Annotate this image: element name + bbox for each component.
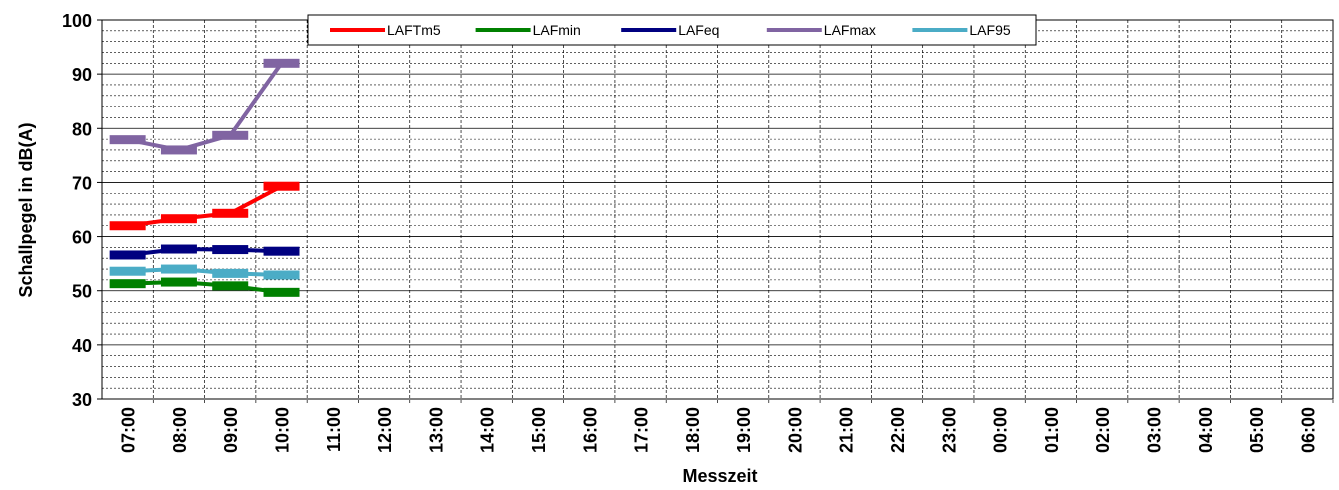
series-line — [127, 184, 283, 228]
data-marker — [212, 268, 249, 278]
data-marker — [263, 181, 300, 191]
y-tick-label: 70 — [72, 173, 92, 193]
x-tick-label: 04:00 — [1196, 407, 1216, 453]
x-tick-label: 19:00 — [734, 407, 754, 453]
data-marker — [109, 279, 146, 289]
series-line — [127, 280, 282, 295]
x-tick-label: 13:00 — [426, 407, 446, 453]
data-marker — [212, 245, 249, 255]
y-tick-label: 30 — [72, 390, 92, 410]
data-marker — [212, 208, 249, 218]
x-tick-label: 20:00 — [785, 407, 805, 453]
data-marker — [212, 281, 249, 291]
legend: LAFTm5 LAFmin LAFeq LAFmax LAF95 — [307, 14, 1037, 46]
data-marker — [263, 246, 300, 256]
x-tick-label: 06:00 — [1298, 407, 1318, 453]
x-tick-label: 01:00 — [1042, 407, 1062, 453]
data-marker — [263, 287, 300, 297]
x-tick-label: 03:00 — [1144, 407, 1164, 453]
legend-label: LAFeq — [678, 22, 719, 38]
data-marker — [263, 270, 300, 280]
x-tick-label: 17:00 — [632, 407, 652, 453]
x-tick-label: 15:00 — [529, 407, 549, 453]
data-marker — [263, 58, 300, 68]
x-tick-label: 05:00 — [1247, 407, 1267, 453]
x-tick-label: 09:00 — [221, 407, 241, 453]
y-tick-label: 40 — [72, 336, 92, 356]
series-line — [127, 62, 284, 152]
data-marker — [109, 221, 146, 231]
data-marker — [160, 214, 197, 224]
x-tick-label: 16:00 — [580, 407, 600, 453]
x-tick-label: 23:00 — [939, 407, 959, 453]
x-tick-label: 12:00 — [375, 407, 395, 453]
x-tick-label: 11:00 — [324, 407, 344, 452]
y-tick-label: 80 — [72, 119, 92, 139]
legend-label: LAFTm5 — [387, 22, 441, 38]
y-tick-label: 100 — [62, 11, 92, 31]
x-tick-label: 22:00 — [888, 407, 908, 453]
data-marker — [109, 266, 146, 276]
series-line — [127, 267, 282, 278]
data-marker — [109, 135, 146, 145]
data-marker — [109, 250, 146, 260]
x-tick-label: 21:00 — [837, 407, 857, 453]
x-tick-label: 18:00 — [683, 407, 703, 453]
x-tick-label: 07:00 — [119, 407, 139, 453]
x-tick-label: 02:00 — [1093, 407, 1113, 453]
series-line — [127, 247, 282, 257]
data-marker — [160, 244, 197, 254]
data-marker — [160, 264, 197, 274]
data-marker — [160, 277, 197, 287]
x-tick-label: 00:00 — [991, 407, 1011, 453]
x-axis-title: Messzeit — [682, 466, 757, 486]
y-axis-title: Schallpegel in dB(A) — [16, 122, 36, 297]
y-tick-label: 60 — [72, 228, 92, 248]
data-marker — [160, 145, 197, 155]
x-tick-label: 10:00 — [273, 407, 293, 453]
x-tick-label: 14:00 — [478, 407, 498, 453]
x-tick-label: 08:00 — [170, 407, 190, 453]
data-marker — [212, 130, 249, 140]
legend-label: LAFmin — [533, 22, 581, 38]
y-tick-label: 50 — [72, 282, 92, 302]
legend-label: LAF95 — [969, 22, 1010, 38]
y-tick-label: 90 — [72, 65, 92, 85]
legend-label: LAFmax — [824, 22, 876, 38]
